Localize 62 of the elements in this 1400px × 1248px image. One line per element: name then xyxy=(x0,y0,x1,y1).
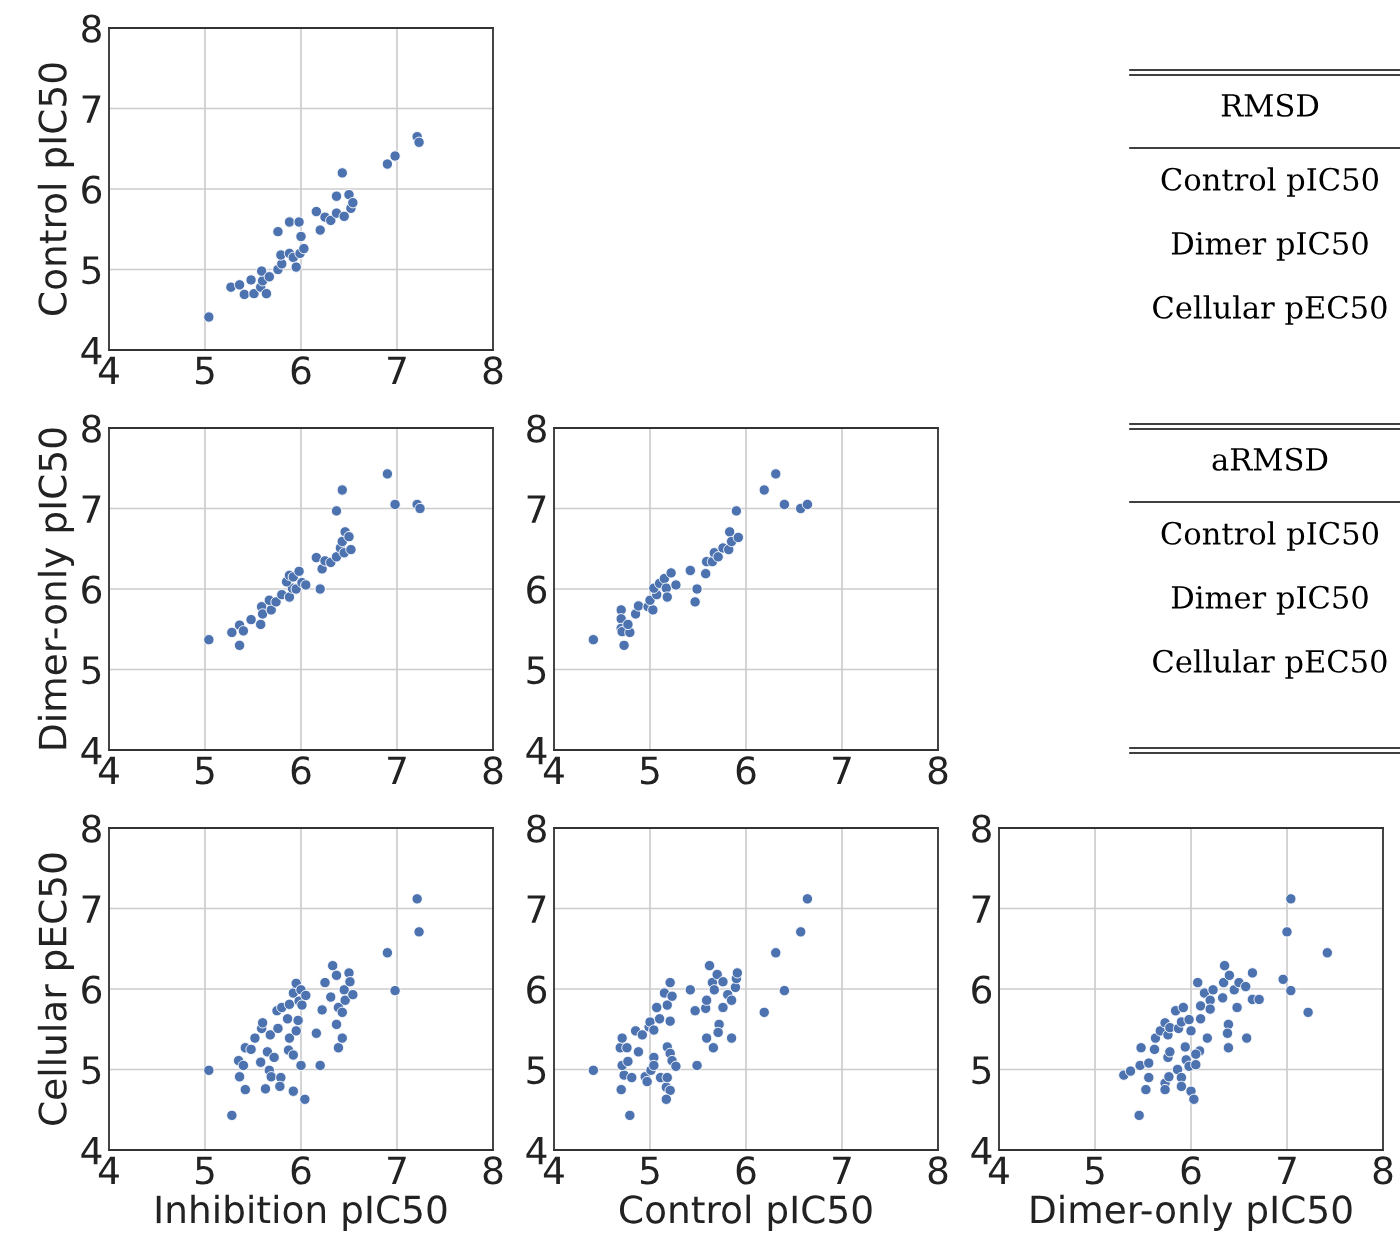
text: Dimer pIC50 xyxy=(1171,585,1368,615)
x-tick-label: 8 xyxy=(928,756,948,785)
x-tick-label: 7 xyxy=(1278,1156,1296,1185)
x-tick-label: 6 xyxy=(291,356,311,385)
y-tick-label: 8 xyxy=(527,414,546,443)
y-tick-label: 6 xyxy=(82,575,102,604)
y-tick-label: 6 xyxy=(82,975,102,1004)
text: Control pIC50 xyxy=(1161,521,1379,551)
x-tick-label: 5 xyxy=(195,356,214,385)
text: Dimer pIC50 xyxy=(1171,231,1368,261)
x-tick-label: 8 xyxy=(483,1156,503,1185)
y-tick-label: 7 xyxy=(82,495,101,523)
x-tick-label: 6 xyxy=(736,1156,756,1185)
x-tick-label: 7 xyxy=(388,756,406,785)
y-axis-title: Dimer-only pIC50 xyxy=(37,428,75,749)
text: aRMSD xyxy=(1212,447,1328,471)
y-tick-label: 7 xyxy=(972,895,991,923)
y-axis-title: Control pIC50 xyxy=(37,63,75,316)
x-tick-label: 6 xyxy=(736,756,756,785)
y-tick-label: 5 xyxy=(82,256,101,285)
x-tick-label: 8 xyxy=(483,356,503,385)
y-tick-label: 6 xyxy=(527,575,547,604)
y-tick-label: 5 xyxy=(972,1056,991,1085)
x-tick-label: 5 xyxy=(640,1156,659,1185)
y-tick-label: 7 xyxy=(527,495,546,523)
x-tick-label: 6 xyxy=(291,1156,311,1185)
text: RMSD xyxy=(1221,93,1319,117)
x-tick-label: 8 xyxy=(1373,1156,1393,1185)
text: Cellular pEC50 xyxy=(1153,649,1387,679)
x-tick-label: 5 xyxy=(640,756,659,785)
y-tick-label: 6 xyxy=(527,975,547,1004)
text: Cellular pEC50 xyxy=(1153,295,1387,325)
y-tick-label: 7 xyxy=(527,895,546,923)
y-tick-label: 8 xyxy=(82,14,101,43)
y-tick-label: 5 xyxy=(527,1056,546,1085)
x-tick-label: 6 xyxy=(291,756,311,785)
x-axis-title: Inhibition pIC50 xyxy=(156,1194,447,1231)
y-tick-label: 5 xyxy=(82,1056,101,1085)
y-tick-label: 7 xyxy=(82,95,101,123)
y-axis-title: Cellular pEC50 xyxy=(37,853,75,1125)
x-tick-label: 7 xyxy=(833,756,851,785)
x-tick-label: 6 xyxy=(1181,1156,1201,1185)
text: Control pIC50 xyxy=(1161,167,1379,197)
y-tick-label: 6 xyxy=(82,175,102,204)
x-tick-label: 7 xyxy=(388,356,406,385)
y-tick-label: 5 xyxy=(527,656,546,685)
x-tick-label: 7 xyxy=(388,1156,406,1185)
y-tick-label: 8 xyxy=(82,414,101,443)
y-tick-label: 8 xyxy=(82,814,101,843)
y-tick-label: 7 xyxy=(82,895,101,923)
x-tick-label: 7 xyxy=(833,1156,851,1185)
x-tick-label: 5 xyxy=(1085,1156,1104,1185)
y-tick-label: 8 xyxy=(527,814,546,843)
x-axis-title: Control pIC50 xyxy=(619,1194,872,1231)
x-tick-label: 5 xyxy=(195,1156,214,1185)
x-axis-title: Dimer-only pIC50 xyxy=(1031,1194,1352,1231)
y-tick-label: 6 xyxy=(972,975,992,1004)
x-tick-label: 8 xyxy=(483,756,503,785)
y-tick-label: 5 xyxy=(82,656,101,685)
y-tick-label: 8 xyxy=(972,814,991,843)
x-tick-label: 8 xyxy=(928,1156,948,1185)
x-tick-label: 5 xyxy=(195,756,214,785)
